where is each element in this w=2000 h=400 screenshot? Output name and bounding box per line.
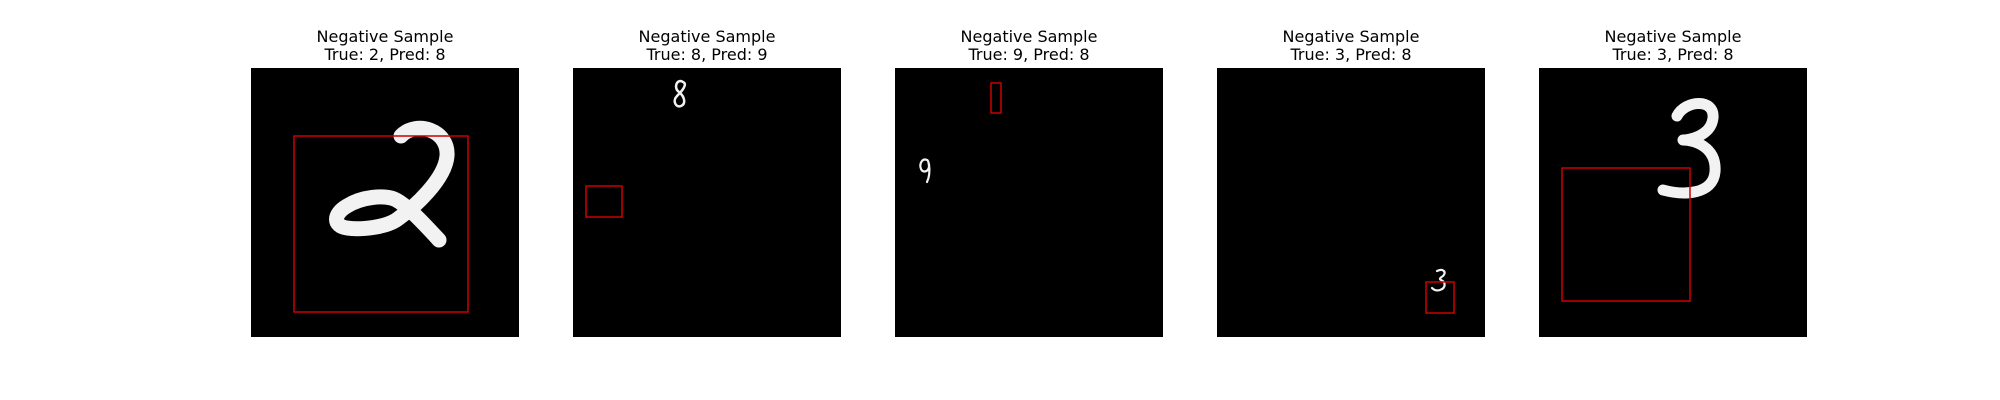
panel-title: Negative Sample True: 2, Pred: 8 — [211, 28, 559, 64]
prediction-box — [585, 185, 623, 218]
digit-image-canvas — [293, 120, 469, 313]
panel-title-line: Negative Sample — [960, 27, 1098, 46]
sample-panel: Negative Sample True: 8, Pred: 9 — [573, 0, 841, 400]
digit-image — [1217, 68, 1485, 337]
handwritten-digit-2 — [329, 120, 455, 248]
panel-subtitle-line: True: 2, Pred: 8 — [324, 45, 446, 64]
sample-panel: Negative Sample True: 3, Pred: 8 — [1217, 0, 1485, 400]
panel-title: Negative Sample True: 3, Pred: 8 — [1499, 28, 1847, 64]
handwritten-digit-3 — [1657, 98, 1721, 199]
digit-image-canvas — [1561, 98, 1721, 302]
panel-subtitle-line: True: 9, Pred: 8 — [968, 45, 1090, 64]
panel-subtitle-line: True: 3, Pred: 8 — [1612, 45, 1734, 64]
panel-title-line: Negative Sample — [1282, 27, 1420, 46]
panel-title-line: Negative Sample — [316, 27, 454, 46]
panel-title-line: Negative Sample — [638, 27, 776, 46]
panel-subtitle-line: True: 3, Pred: 8 — [1290, 45, 1412, 64]
digit-image-canvas — [585, 79, 687, 218]
handwritten-digit-9 — [919, 158, 931, 184]
panel-title-line: Negative Sample — [1604, 27, 1742, 46]
handwritten-digit-8 — [673, 79, 687, 108]
digit-image — [251, 68, 519, 337]
panel-title: Negative Sample True: 3, Pred: 8 — [1177, 28, 1525, 64]
sample-panel: Negative Sample True: 3, Pred: 8 — [1539, 0, 1807, 400]
sample-panel: Negative Sample True: 9, Pred: 8 — [895, 0, 1163, 400]
panel-title: Negative Sample True: 8, Pred: 9 — [533, 28, 881, 64]
sample-panel: Negative Sample True: 2, Pred: 8 — [251, 0, 519, 400]
digit-image-canvas — [1425, 268, 1455, 314]
panel-title: Negative Sample True: 9, Pred: 8 — [855, 28, 1203, 64]
digit-image — [895, 68, 1163, 337]
prediction-box — [1425, 281, 1455, 314]
prediction-box — [1561, 167, 1691, 302]
digit-image — [1539, 68, 1807, 337]
digit-image-canvas — [919, 82, 1002, 184]
panel-subtitle-line: True: 8, Pred: 9 — [646, 45, 768, 64]
digit-image — [573, 68, 841, 337]
prediction-box — [990, 82, 1002, 114]
handwritten-digit-3 — [1430, 268, 1446, 292]
prediction-box — [293, 135, 469, 313]
